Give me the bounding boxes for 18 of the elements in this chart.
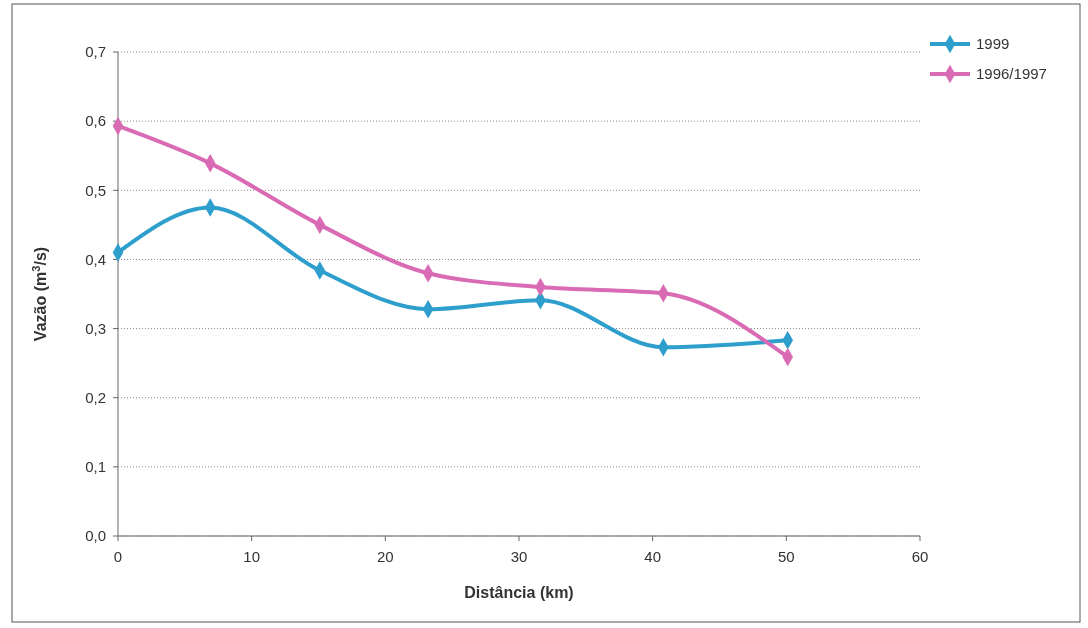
legend-label: 1996/1997 [976,65,1047,83]
x-tick-label: 50 [777,548,795,565]
y-tick-label: 0,2 [85,388,106,406]
x-tick-label: 30 [510,548,528,565]
y-tick-label: 0,7 [85,43,106,61]
x-tick-label: 60 [911,548,929,565]
y-tick-label: 0,3 [85,319,106,337]
x-tick-label: 20 [376,548,394,565]
x-tick-label: 40 [644,548,662,565]
legend-label: 1999 [976,35,1010,53]
y-tick-label: 0,1 [85,458,106,476]
x-axis-title: Distância (km) [464,584,574,601]
x-tick-label: 0 [113,548,123,565]
x-tick-label: 10 [243,548,261,565]
y-tick-label: 0,6 [85,112,106,130]
y-tick-label: 0,5 [85,181,106,199]
y-tick-label: 0,0 [85,527,106,545]
y-tick-label: 0,4 [85,250,106,268]
